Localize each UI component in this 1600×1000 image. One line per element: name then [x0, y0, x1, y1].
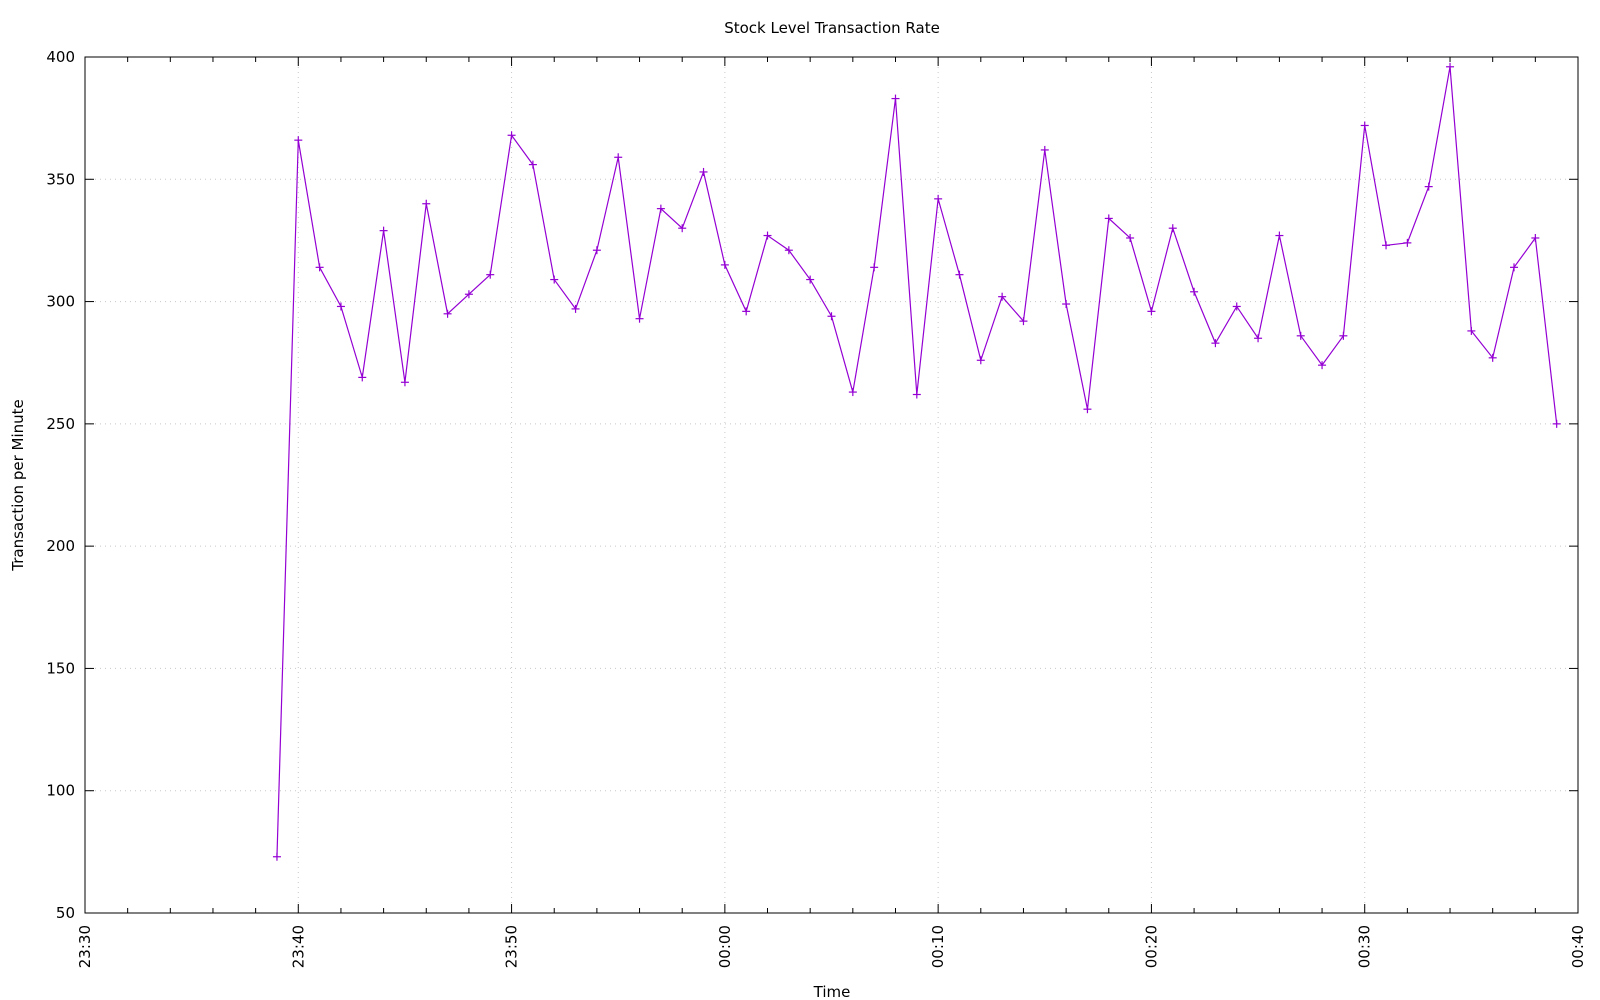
x-tick-label: 23:50	[503, 925, 521, 968]
data-point	[998, 292, 1007, 301]
x-tick-label: 23:40	[289, 925, 307, 968]
data-point	[614, 153, 623, 162]
data-point	[912, 390, 921, 399]
y-tick-label: 50	[56, 904, 75, 922]
data-point	[379, 226, 388, 235]
x-tick-label: 00:10	[929, 925, 947, 968]
data-point	[1552, 419, 1561, 428]
plot-frame	[84, 56, 1579, 914]
data-point	[976, 356, 985, 365]
data-point	[1254, 334, 1263, 343]
data-point	[1190, 287, 1199, 296]
data-point	[1510, 263, 1519, 272]
y-tick-label: 250	[46, 415, 75, 433]
data-point	[891, 94, 900, 103]
y-tick-label: 200	[46, 537, 75, 555]
data-point	[358, 373, 367, 382]
chart-title: Stock Level Transaction Rate	[724, 19, 940, 37]
data-point	[272, 852, 281, 861]
data-point	[1126, 233, 1135, 242]
data-point	[827, 312, 836, 321]
y-tick-label: 350	[46, 170, 75, 188]
series-line	[276, 66, 1558, 857]
series-group	[272, 62, 1561, 861]
data-point	[592, 246, 601, 255]
data-point	[635, 314, 644, 323]
x-tick-labels: 23:30 23:40 23:50 00:00 00:10 00:20 00:30 00:40	[76, 925, 1587, 968]
data-point	[1019, 317, 1028, 326]
x-axis-label: Time	[813, 983, 851, 1000]
data-point	[1275, 231, 1284, 240]
data-point	[571, 304, 580, 313]
x-tick-label: 00:30	[1356, 925, 1374, 968]
data-point	[848, 388, 857, 397]
data-point	[1168, 224, 1177, 233]
y-tick-labels: 50 100 150 200 250 300 350 400	[46, 48, 75, 922]
data-point	[870, 263, 879, 272]
data-point	[507, 131, 516, 140]
data-point	[1040, 145, 1049, 154]
data-point	[1360, 121, 1369, 130]
y-tick-label: 400	[46, 48, 75, 66]
data-point	[656, 204, 665, 213]
data-point	[1339, 331, 1348, 340]
y-axis-label: Transaction per Minute	[9, 399, 27, 572]
data-point	[1318, 361, 1327, 370]
data-point	[742, 307, 751, 316]
data-point	[486, 270, 495, 279]
data-point	[934, 194, 943, 203]
data-point	[1296, 331, 1305, 340]
data-point	[699, 167, 708, 176]
data-point	[1083, 405, 1092, 414]
data-point	[422, 199, 431, 208]
data-point	[443, 309, 452, 318]
data-point	[315, 263, 324, 272]
data-point	[784, 246, 793, 255]
data-point	[1382, 241, 1391, 250]
data-point	[1424, 182, 1433, 191]
data-point	[528, 160, 537, 169]
data-point	[400, 378, 409, 387]
x-tick-label: 00:00	[716, 925, 734, 968]
data-point	[1488, 353, 1497, 362]
data-point	[1147, 307, 1156, 316]
data-point	[336, 302, 345, 311]
data-point	[1104, 214, 1113, 223]
data-point	[1403, 238, 1412, 247]
y-tick-label: 300	[46, 293, 75, 311]
data-point	[678, 224, 687, 233]
y-tick-label: 150	[46, 659, 75, 677]
data-point	[1232, 302, 1241, 311]
data-point	[550, 275, 559, 284]
data-point	[955, 270, 964, 279]
data-point	[1531, 233, 1540, 242]
y-tick-label: 100	[46, 782, 75, 800]
data-point	[763, 231, 772, 240]
data-point	[806, 275, 815, 284]
x-tick-label: 00:40	[1569, 925, 1587, 968]
x-tick-label: 23:30	[76, 925, 94, 968]
data-point	[1062, 300, 1071, 309]
data-point	[464, 290, 473, 299]
axis-ticks	[84, 56, 1579, 914]
data-point	[720, 260, 729, 269]
data-point	[1467, 326, 1476, 335]
data-point	[1446, 62, 1455, 71]
grid-lines	[85, 57, 1578, 913]
data-point	[1211, 339, 1220, 348]
data-point	[294, 136, 303, 145]
x-tick-label: 00:20	[1142, 925, 1160, 968]
